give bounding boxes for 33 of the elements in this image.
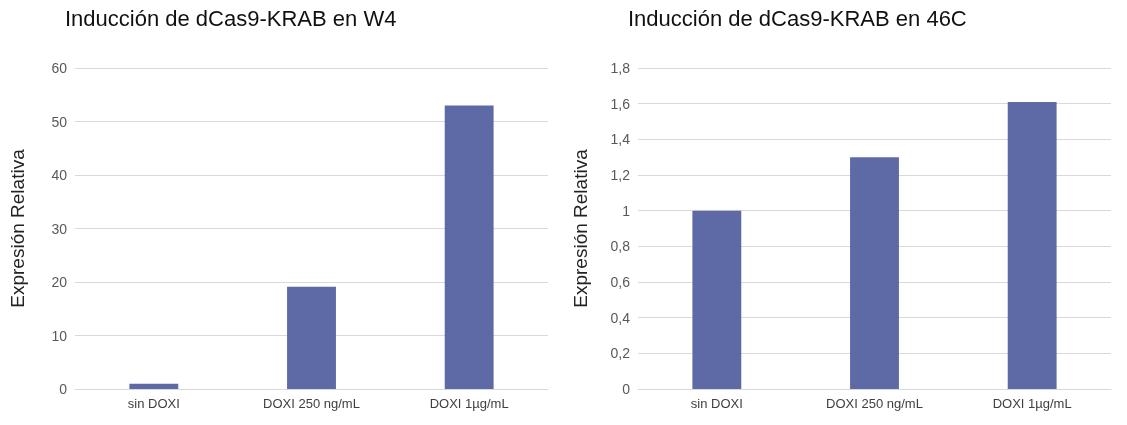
y-tick-label: 60 (51, 60, 68, 76)
y-tick-label: 1,2 (610, 167, 631, 183)
x-tick-label: DOXI 1µg/mL (429, 396, 509, 411)
y-tick-label: 30 (51, 220, 68, 237)
x-tick-label: sin DOXI (690, 396, 743, 411)
y-tick-label: 0 (622, 381, 631, 397)
bar (129, 383, 179, 389)
y-axis-title: Expresión Relativa (7, 148, 28, 308)
bar (444, 105, 494, 389)
x-tick-label: DOXI 250 ng/mL (263, 396, 360, 411)
y-tick-label: 1 (622, 202, 631, 219)
bar (1007, 101, 1057, 389)
chart-title: Inducción de dCas9-KRAB en 46C (628, 5, 967, 31)
bar (850, 157, 899, 389)
y-tick-label: 10 (51, 327, 68, 344)
y-tick-label: 1,8 (610, 60, 631, 76)
y-tick-label: 20 (51, 274, 68, 290)
y-tick-label: 1,4 (610, 131, 631, 148)
y-tick-label: 50 (51, 113, 68, 130)
y-tick-label: 0,8 (610, 238, 631, 255)
x-tick-label: DOXI 250 ng/mL (826, 396, 923, 411)
chart-title: Inducción de dCas9-KRAB en W4 (65, 5, 397, 31)
y-tick-label: 0 (59, 381, 68, 397)
y-tick-label: 0,2 (610, 345, 631, 362)
x-tick-label: DOXI 1µg/mL (992, 396, 1072, 411)
y-tick-label: 40 (51, 167, 68, 183)
y-tick-label: 0,4 (610, 309, 631, 326)
y-tick-label: 1,6 (610, 95, 631, 112)
bar (692, 210, 742, 389)
y-axis-title: Expresión Relativa (570, 148, 591, 308)
bar (287, 286, 336, 389)
y-tick-label: 0,6 (610, 274, 631, 290)
x-tick-label: sin DOXI (127, 396, 180, 411)
